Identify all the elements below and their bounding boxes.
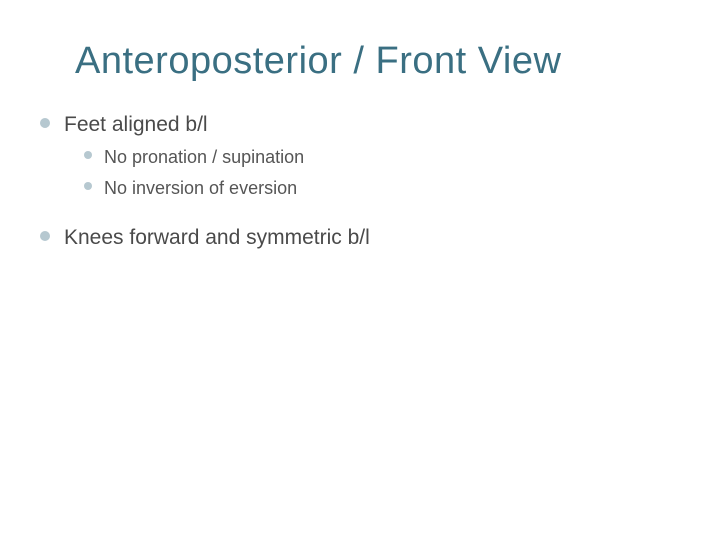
slide-title: Anteroposterior / Front View: [75, 40, 670, 83]
bullet-text: No pronation / supination: [104, 145, 304, 169]
bullet-icon: [84, 182, 92, 190]
slide: Anteroposterior / Front View Feet aligne…: [0, 0, 720, 540]
bullet-text: No inversion of eversion: [104, 176, 297, 200]
bullet-icon: [84, 151, 92, 159]
bullet-list: Feet aligned b/l No pronation / supinati…: [40, 111, 670, 252]
list-item: Knees forward and symmetric b/l: [40, 224, 670, 252]
bullet-icon: [40, 118, 50, 128]
list-item: No inversion of eversion: [84, 176, 670, 200]
list-item: Feet aligned b/l: [40, 111, 670, 139]
list-item: No pronation / supination: [84, 145, 670, 169]
bullet-text: Knees forward and symmetric b/l: [64, 224, 370, 252]
bullet-icon: [40, 231, 50, 241]
bullet-text: Feet aligned b/l: [64, 111, 208, 139]
